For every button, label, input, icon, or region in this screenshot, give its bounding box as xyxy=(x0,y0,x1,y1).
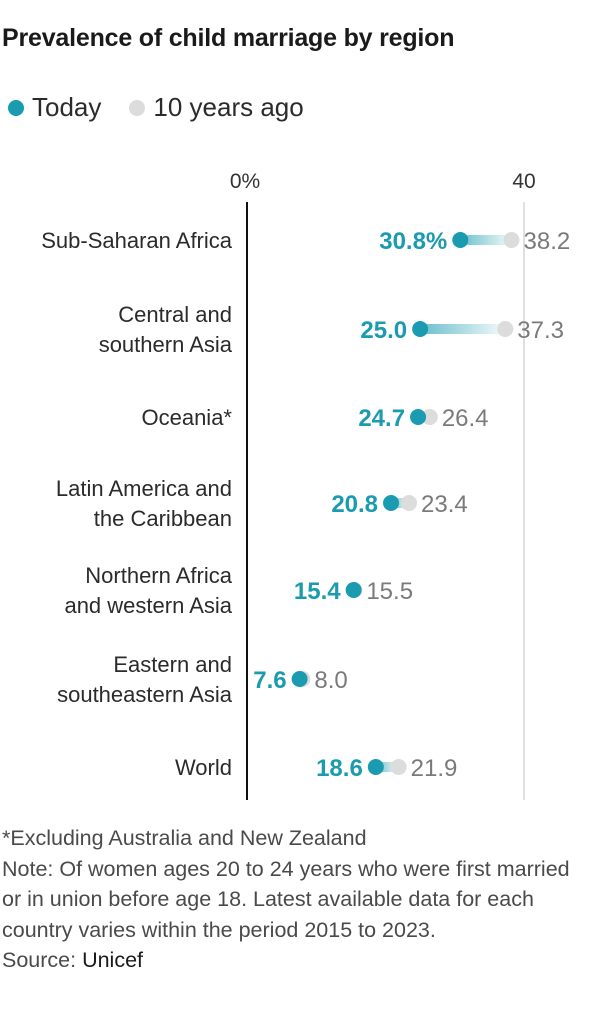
value-label-today: 24.7 xyxy=(358,405,405,432)
x-tick-label-0: 0% xyxy=(230,170,260,193)
source: Source: Unicef xyxy=(2,945,587,976)
change-connector xyxy=(391,498,410,508)
category-label: Central and xyxy=(118,302,232,327)
legend-item-ten-years-ago: 10 years ago xyxy=(129,92,304,123)
category-label: the Caribbean xyxy=(94,506,232,531)
x-tick-label-40: 40 xyxy=(512,170,535,193)
category-label: Sub-Saharan Africa xyxy=(41,228,233,253)
value-label-ten-years-ago: 38.2 xyxy=(524,228,571,255)
value-label-today: 30.8% xyxy=(379,228,447,255)
value-label-today: 15.4 xyxy=(294,578,341,605)
dot-ten-years-ago xyxy=(390,759,407,775)
value-label-ten-years-ago: 23.4 xyxy=(421,491,468,518)
dot-today xyxy=(410,409,427,425)
dot-ten-years-ago xyxy=(401,495,418,511)
dot-ten-years-ago xyxy=(503,232,520,248)
legend-item-today: Today xyxy=(8,92,101,123)
value-label-ten-years-ago: 15.5 xyxy=(366,578,413,605)
category-label: Latin America and xyxy=(56,476,232,501)
category-label: and western Asia xyxy=(64,593,232,618)
change-connector xyxy=(460,235,512,245)
note: Note: Of women ages 20 to 24 years who w… xyxy=(2,856,570,942)
dot-plot-chart: 0% 40 Sub-Saharan Africa 30.8% 38.2 Central a… xyxy=(41,170,571,800)
value-label-ten-years-ago: 8.0 xyxy=(314,667,347,694)
legend-ten-years-ago-label: 10 years ago xyxy=(153,92,304,122)
value-label-ten-years-ago: 26.4 xyxy=(442,405,489,432)
dot-today xyxy=(345,582,362,598)
source-value: Unicef xyxy=(82,948,144,972)
category-label: Northern Africa xyxy=(85,563,232,588)
dot-today xyxy=(412,321,429,337)
category-label: World xyxy=(175,755,232,780)
value-label-today: 25.0 xyxy=(360,317,407,344)
dot-today xyxy=(291,671,308,687)
chart-notes: *Excluding Australia and New Zealand Not… xyxy=(2,823,587,976)
category-label: southern Asia xyxy=(99,332,233,357)
legend-today-label: Today xyxy=(32,92,102,122)
value-label-ten-years-ago: 37.3 xyxy=(517,317,564,344)
value-label-today: 18.6 xyxy=(316,755,363,782)
category-label: Eastern and xyxy=(113,652,232,677)
dot-today xyxy=(383,495,400,511)
value-label-today: 7.6 xyxy=(253,667,286,694)
value-label-ten-years-ago: 21.9 xyxy=(411,755,458,782)
change-connector xyxy=(420,324,506,334)
dot-ten-years-ago xyxy=(421,409,438,425)
dot-today xyxy=(367,759,384,775)
category-label: Oceania* xyxy=(141,405,232,430)
chart-title: Prevalence of child marriage by region xyxy=(2,24,455,52)
source-label: Source: xyxy=(2,948,83,972)
legend-today-swatch xyxy=(8,99,24,116)
dot-today xyxy=(452,232,469,248)
change-connector xyxy=(375,762,399,772)
legend-ten-years-ago-swatch xyxy=(129,99,146,116)
dot-ten-years-ago xyxy=(497,321,514,337)
legend: Today 10 years ago xyxy=(8,92,332,123)
value-label-today: 20.8 xyxy=(331,491,378,518)
category-label: southeastern Asia xyxy=(57,682,233,707)
footnote: *Excluding Australia and New Zealand xyxy=(2,826,367,850)
